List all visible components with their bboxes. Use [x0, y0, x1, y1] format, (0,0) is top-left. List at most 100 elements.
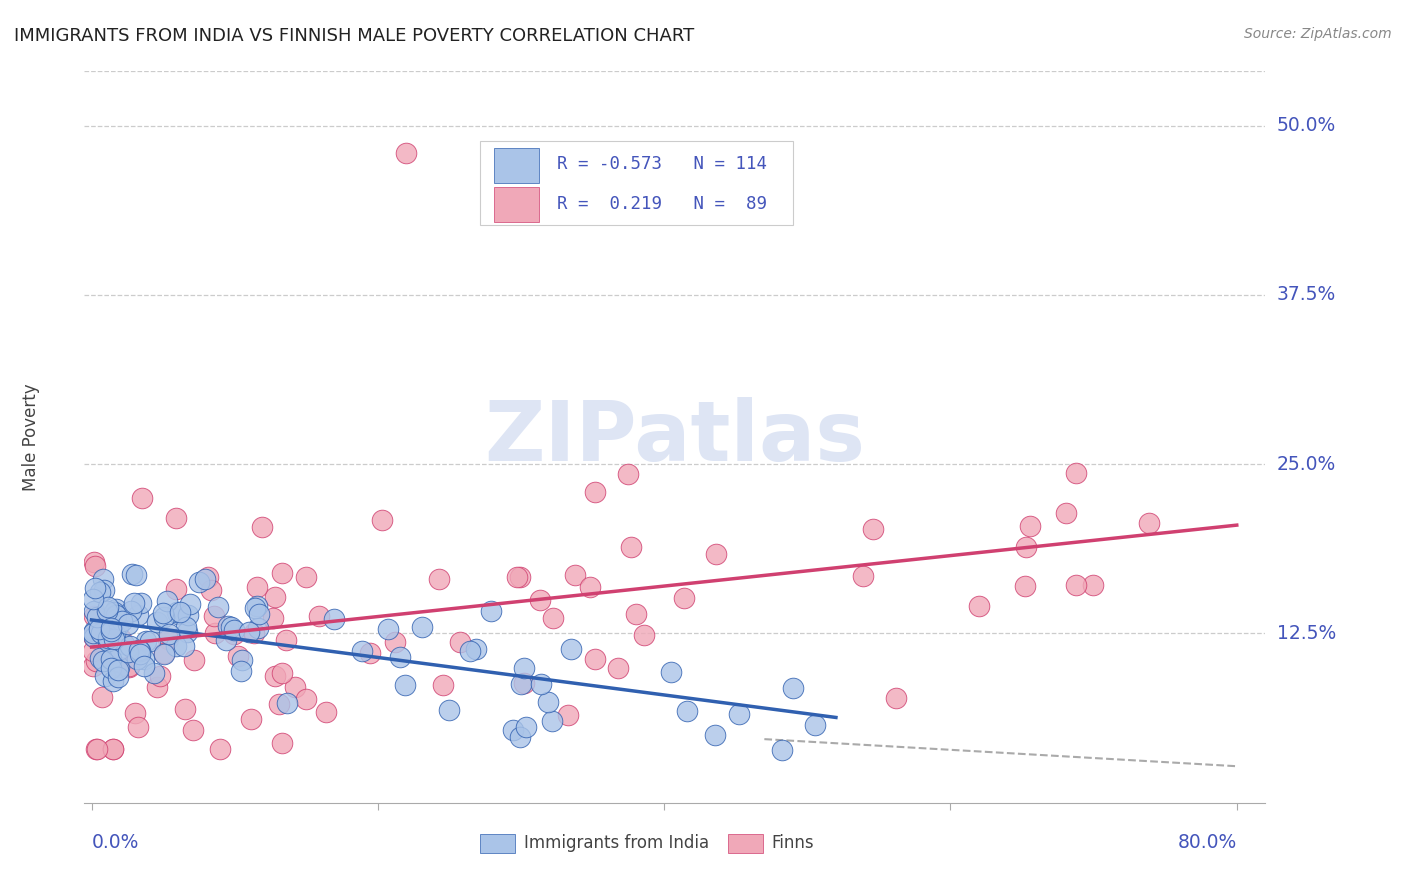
Point	[127, 720, 149, 734]
Point	[104, 607, 127, 622]
Point	[135, 634, 157, 648]
FancyBboxPatch shape	[494, 147, 538, 183]
Point	[108, 659, 131, 673]
Point	[155, 594, 177, 608]
Text: Immigrants from India: Immigrants from India	[523, 834, 709, 852]
Point	[129, 596, 152, 610]
Point	[82, 629, 104, 643]
Point	[607, 660, 630, 674]
Point	[82, 626, 104, 640]
Point	[124, 706, 146, 721]
Point	[101, 641, 124, 656]
Point	[583, 651, 606, 665]
Point	[1019, 519, 1042, 533]
Point	[100, 661, 122, 675]
Point	[107, 663, 129, 677]
Point	[82, 592, 104, 607]
Point	[262, 611, 284, 625]
Point	[626, 607, 648, 621]
Point	[240, 713, 263, 727]
Point	[352, 644, 374, 658]
Point	[83, 630, 105, 644]
Point	[157, 632, 180, 647]
FancyBboxPatch shape	[479, 141, 793, 225]
Point	[173, 702, 195, 716]
Text: 25.0%: 25.0%	[1277, 455, 1336, 474]
Point	[1014, 579, 1036, 593]
Point	[105, 611, 128, 625]
Point	[149, 669, 172, 683]
Point	[384, 635, 406, 649]
FancyBboxPatch shape	[494, 187, 538, 222]
Point	[231, 653, 253, 667]
Point	[274, 633, 297, 648]
Point	[633, 628, 655, 642]
Point	[250, 520, 273, 534]
Point	[84, 581, 107, 595]
Point	[246, 581, 269, 595]
Point	[560, 641, 582, 656]
Point	[432, 678, 454, 692]
Point	[852, 568, 875, 582]
Point	[117, 617, 139, 632]
Point	[101, 673, 124, 688]
Point	[107, 670, 129, 684]
Point	[152, 606, 174, 620]
Point	[247, 621, 270, 635]
Point	[173, 640, 195, 654]
Point	[91, 654, 114, 668]
Text: 80.0%: 80.0%	[1177, 833, 1237, 853]
Point	[176, 620, 198, 634]
Point	[579, 580, 602, 594]
Point	[209, 741, 232, 756]
Point	[122, 596, 145, 610]
Point	[439, 703, 461, 717]
Point	[782, 681, 804, 696]
Text: 50.0%: 50.0%	[1277, 116, 1336, 135]
Point	[264, 668, 287, 682]
Point	[104, 627, 127, 641]
Point	[87, 622, 110, 636]
Point	[509, 730, 531, 744]
Point	[89, 650, 111, 665]
Point	[101, 741, 124, 756]
Point	[224, 623, 246, 637]
Point	[249, 607, 271, 621]
Point	[620, 540, 643, 554]
Point	[506, 570, 529, 584]
Point	[181, 723, 204, 738]
Point	[118, 659, 141, 673]
Text: 12.5%: 12.5%	[1277, 624, 1336, 643]
Point	[176, 624, 198, 639]
Point	[269, 697, 291, 711]
Point	[512, 660, 534, 674]
Point	[513, 676, 536, 690]
Point	[449, 635, 471, 649]
Text: Finns: Finns	[772, 834, 814, 852]
Point	[388, 649, 411, 664]
Point	[90, 690, 112, 705]
Point	[103, 632, 125, 646]
Point	[460, 643, 482, 657]
FancyBboxPatch shape	[728, 834, 763, 853]
Point	[153, 647, 176, 661]
Text: 0.0%: 0.0%	[91, 833, 139, 853]
Point	[84, 741, 107, 756]
Point	[204, 625, 226, 640]
Point	[97, 600, 120, 615]
Point	[165, 511, 187, 525]
Point	[101, 741, 124, 756]
Point	[202, 609, 225, 624]
Point	[276, 696, 298, 710]
Point	[83, 555, 105, 569]
Point	[111, 615, 134, 629]
Point	[359, 646, 381, 660]
Point	[166, 607, 188, 622]
Point	[245, 601, 267, 615]
Point	[121, 567, 143, 582]
Point	[97, 631, 120, 645]
Point	[1083, 577, 1105, 591]
Point	[108, 641, 131, 656]
Point	[177, 608, 200, 623]
Point	[101, 610, 124, 624]
